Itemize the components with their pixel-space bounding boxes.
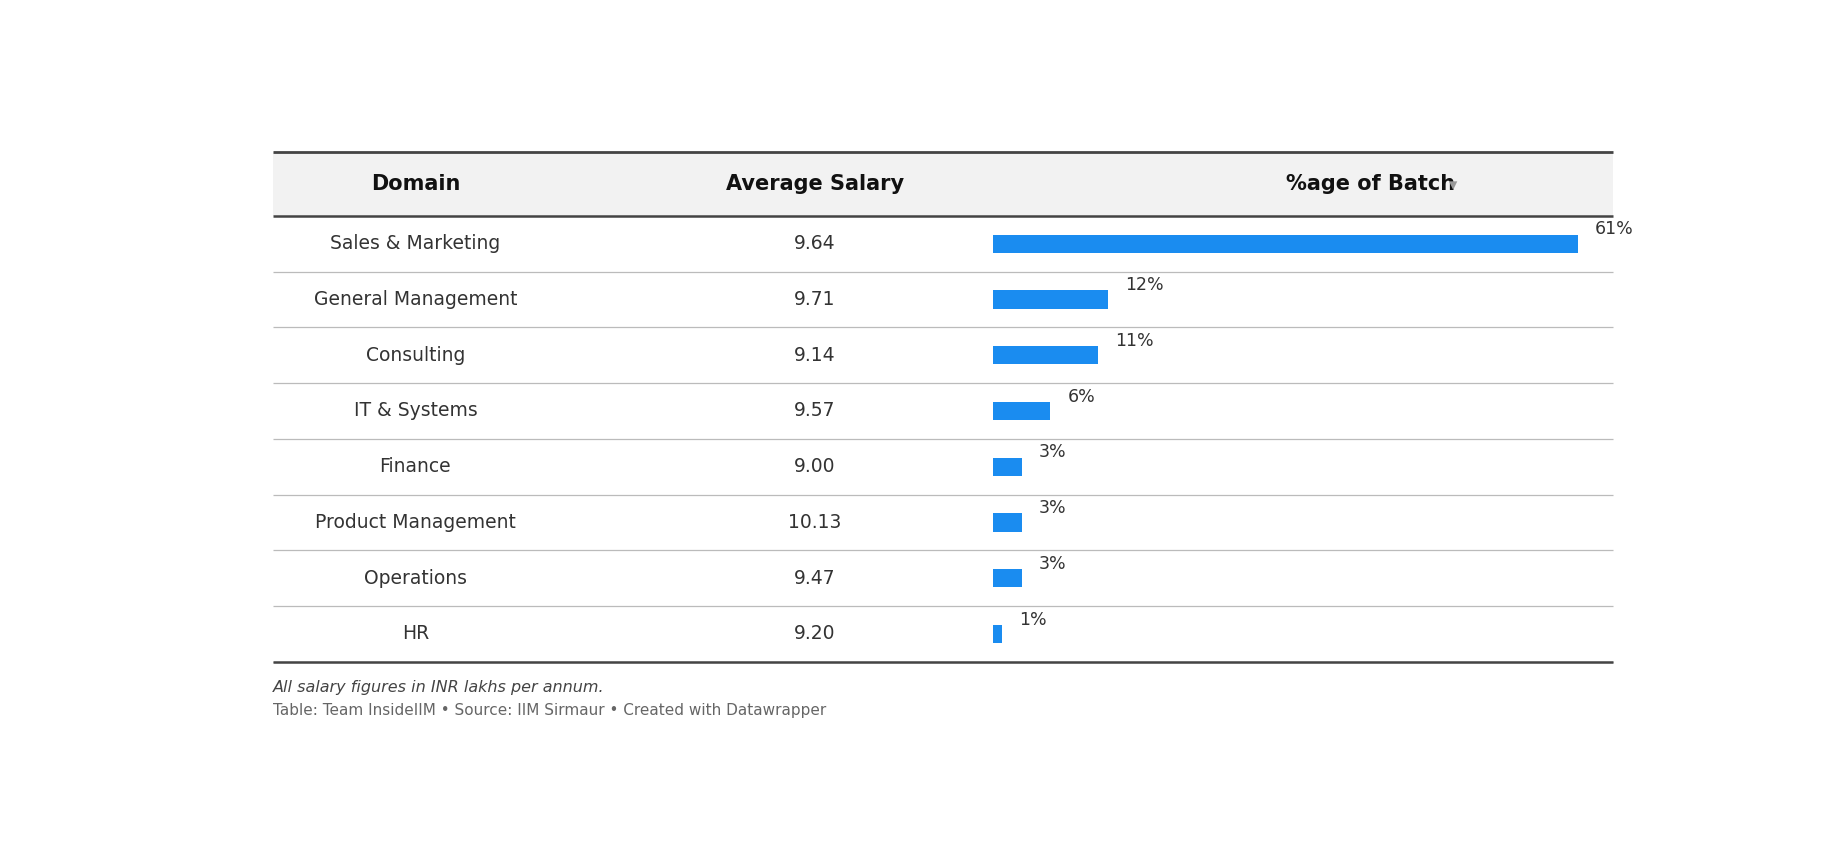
Text: 9.71: 9.71 bbox=[793, 290, 835, 309]
Text: Sales & Marketing: Sales & Marketing bbox=[329, 234, 500, 253]
Text: ▾: ▾ bbox=[1449, 177, 1456, 195]
Text: 10.13: 10.13 bbox=[787, 513, 840, 532]
Text: 3%: 3% bbox=[1039, 499, 1067, 517]
Text: 1%: 1% bbox=[1019, 611, 1046, 629]
Text: General Management: General Management bbox=[313, 290, 517, 309]
Bar bbox=[993, 290, 1107, 309]
Text: 61%: 61% bbox=[1594, 221, 1633, 239]
Text: 6%: 6% bbox=[1067, 387, 1094, 405]
Text: 3%: 3% bbox=[1039, 555, 1067, 573]
Text: %age of Batch: %age of Batch bbox=[1285, 174, 1455, 194]
Text: 9.47: 9.47 bbox=[793, 569, 835, 588]
Bar bbox=[993, 514, 1021, 531]
Text: 9.64: 9.64 bbox=[793, 234, 835, 253]
Text: Finance: Finance bbox=[379, 457, 451, 476]
Text: 3%: 3% bbox=[1039, 443, 1067, 461]
Bar bbox=[993, 624, 1002, 643]
Text: 12%: 12% bbox=[1124, 276, 1162, 294]
Text: 9.20: 9.20 bbox=[793, 624, 835, 643]
Text: 9.57: 9.57 bbox=[793, 402, 835, 420]
Text: Product Management: Product Management bbox=[314, 513, 515, 532]
Text: IT & Systems: IT & Systems bbox=[353, 402, 476, 420]
Bar bbox=[993, 234, 1576, 253]
Text: HR: HR bbox=[401, 624, 428, 643]
Text: Average Salary: Average Salary bbox=[725, 174, 903, 194]
Text: All salary figures in INR lakhs per annum.: All salary figures in INR lakhs per annu… bbox=[272, 680, 603, 695]
Bar bbox=[993, 346, 1098, 365]
Text: Consulting: Consulting bbox=[366, 346, 465, 365]
Text: Domain: Domain bbox=[370, 174, 460, 194]
Bar bbox=[993, 569, 1021, 587]
Bar bbox=[993, 458, 1021, 475]
Text: 9.14: 9.14 bbox=[793, 346, 835, 365]
Bar bbox=[272, 152, 1613, 216]
Text: 11%: 11% bbox=[1114, 332, 1153, 350]
Bar bbox=[993, 402, 1050, 420]
Text: Table: Team InsideIIM • Source: IIM Sirmaur • Created with Datawrapper: Table: Team InsideIIM • Source: IIM Sirm… bbox=[272, 703, 826, 718]
Text: 9.00: 9.00 bbox=[793, 457, 835, 476]
Text: Operations: Operations bbox=[364, 569, 467, 588]
